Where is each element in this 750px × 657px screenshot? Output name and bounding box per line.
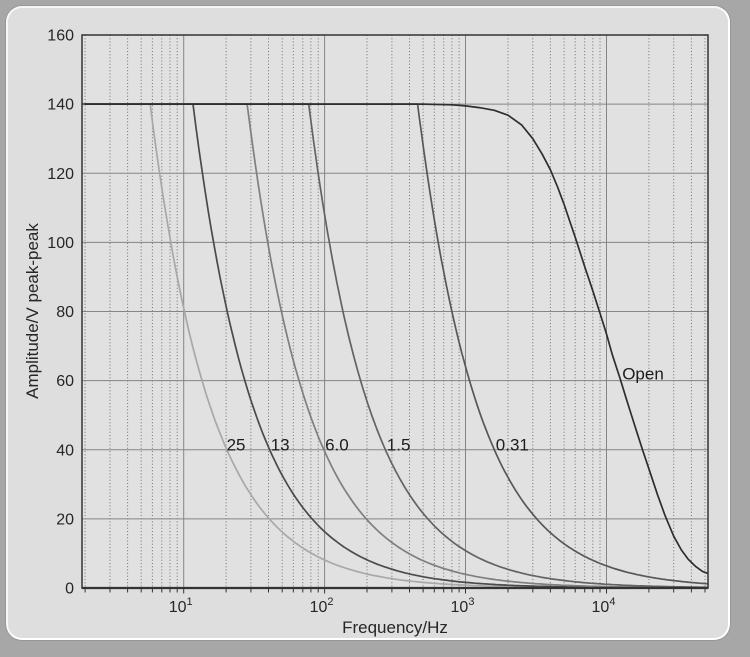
y-tick-label: 80: [56, 304, 74, 321]
x-tick-label: 104: [592, 596, 616, 616]
y-tick-label: 140: [47, 97, 74, 114]
y-axis-label: Amplitude/V peak-peak: [23, 223, 42, 399]
y-tick-label: 40: [56, 442, 74, 459]
x-tick-labels: 101 102 103 104: [169, 596, 616, 616]
x-tick-label: 103: [451, 596, 475, 616]
curve-label-load-6.0: 6.0: [325, 436, 349, 455]
x-tick-label: 101: [169, 596, 193, 616]
y-tick-labels: 0 20 40 60 80 100 120 140 160: [47, 28, 74, 598]
curve-label-open: Open: [622, 365, 664, 384]
y-tick-label: 20: [56, 511, 74, 528]
y-tick-label: 120: [47, 166, 74, 183]
y-tick-label: 100: [47, 235, 74, 252]
curve-load-1.5: [82, 103, 708, 589]
curve-label-load-13: 13: [271, 436, 290, 455]
y-tick-label: 160: [47, 28, 74, 45]
curve-label-load-25: 25: [227, 436, 246, 455]
curve-open: [85, 103, 709, 575]
x-tick-label: 102: [310, 596, 334, 616]
axis-box: [81, 34, 709, 590]
y-tick-label: 60: [56, 373, 74, 390]
y-tick-label: 0: [65, 581, 74, 598]
curve-load-0.31: [82, 103, 709, 585]
curve-labels: 25 13 6.0 1.5 0.31 Open: [227, 365, 664, 455]
x-axis-label: Frequency/Hz: [342, 618, 448, 637]
curve-label-load-1.5: 1.5: [387, 436, 411, 455]
curve-label-load-0.31: 0.31: [496, 436, 529, 455]
